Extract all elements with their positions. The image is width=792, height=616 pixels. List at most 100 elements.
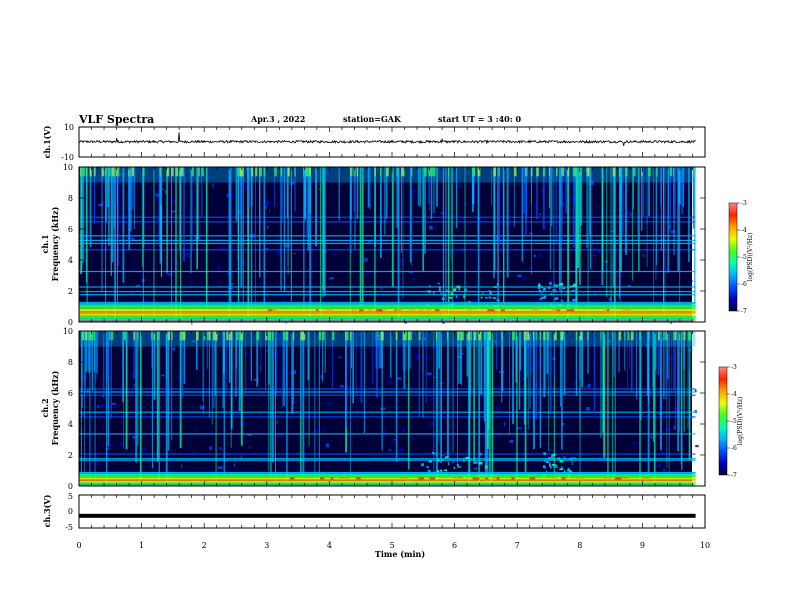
ch1-spec-sferic-cap [448,167,450,177]
ch1-spec-sferic-cap [159,167,162,177]
ch2-spec-noise-cell [191,450,195,453]
ch2-colorbar-tick-label: -7 [731,472,737,479]
ch2-spec-sferic-cap [85,331,88,341]
ch2-spec-noise-cell [594,383,599,385]
ch2-spec-sferic-streak [519,331,522,371]
ch1-spec-burst-cell [550,293,553,296]
ch2-spec-sferic-streak [156,331,159,462]
ch1-spec-sferic-cap [513,167,517,177]
ch2-spec-sferic-cap [679,331,681,341]
ch1-spec-noise-cell [244,185,250,190]
ch1-spec-sferic-cap [561,167,565,177]
ch1-spec-band-hotspot [383,309,387,312]
ch1-spectrogram-panel: 0 2 4 6 8 10 ch.1 Frequency (kHz) [40,163,706,327]
ch2-spec-noise-cell [462,455,467,456]
ch2-spec-sferic-streak [283,331,285,406]
ch2-spec-band-hotspot [485,477,489,480]
ch2-spec-band-hotspot [483,477,487,480]
ch1-spec-sferic-streak [134,167,135,230]
ch2-spec-band-hotspot [529,477,536,480]
ch2-spec-burst-cell [573,457,576,460]
ch1-spec-noise-cell [455,296,459,300]
ch1-spec-sferic-streak [450,167,452,243]
ch2-spec-noise-cell [456,376,458,380]
ch2-spec-noise-cell [388,380,392,384]
ch2-spec-sferic-cap [408,331,411,341]
ch2-spec-sferic-streak [683,331,684,402]
ch1-spec-band-hotspot [500,309,505,312]
ch2-spec-sferic-cap [167,331,171,341]
ch2-spec-sferic-cap [206,331,210,341]
ch1-spec-noise-cell [104,246,109,250]
ch2-spec-burst-cell [431,452,435,454]
ch1-spec-noise-cell [119,178,122,182]
ch2-spec-sferic-streak [646,331,649,396]
ch2-spec-noise-cell [127,391,130,396]
ch1-spec-burst-cell [560,299,563,302]
ch1-spec-sferic-streak [235,167,238,221]
ch1-spec-noise-cell [185,252,190,257]
ch1-spec-burst-cell [429,290,431,293]
ch2-spec-noise-cell [657,464,662,468]
ch2-spec-sferic-streak [378,331,381,369]
ch1-spec-burst-cell [485,296,488,299]
ch2-spec-band-hotspot [604,477,611,480]
ch2-spec-burst-cell [453,466,456,469]
ch1-spec-sferic-streak [114,167,116,318]
ch2-spec-sferic-streak [350,331,352,369]
ch2-spec-sferic-cap [600,331,602,341]
ch1-spec-sferic-streak [688,167,690,262]
ch1-spec-noise-cell [584,175,587,178]
ch2-spec-noise-cell [506,376,509,380]
ch1-spec-sferic-streak [361,167,364,306]
ch2-spec-sferic-streak [468,331,469,476]
ch1-spec-sferic-streak [669,167,671,233]
ch2-spec-sferic-streak [245,331,247,395]
ch1-spec-burst-cell [448,297,453,299]
ch1-spec-sferic-cap [259,167,261,177]
ch2-spec-sferic-cap [561,331,564,341]
ch2-spec-sferic-cap [683,331,686,341]
ch1-spec-sferic-cap [105,167,107,177]
ch1-spec-sferic-cap [117,167,120,177]
ch1-spec-noise-cell [190,281,194,284]
ch2-spec-noise-cell [174,333,177,338]
ch1-spec-sferic-streak [586,167,588,248]
ch1-spec-sferic-streak [108,167,110,246]
ch2-spec-sferic-cap [265,331,268,341]
ch2-spec-sferic-streak [293,331,294,405]
ch1-spec-burst-cell [540,291,543,293]
ch2-spec-sferic-streak [473,331,475,453]
ch1-spec-burst-cell [544,288,546,290]
ch1-spec-band-hotspot [396,309,403,312]
ch1-spec-sferic-streak [493,167,495,277]
ch2-spec-noise-cell [393,439,397,441]
ch2-spec-burst-cell [436,470,440,473]
ch1-spec-sferic-cap [303,167,305,177]
ch2-spec-top-haze [79,331,696,347]
ch2-spec-band-hotspot [320,477,325,480]
ch1-spec-sferic-cap [548,167,551,177]
ch2-spec-noise-cell [82,356,86,360]
ch1-spec-sferic-cap [542,167,546,177]
ch2-spec-sferic-streak [286,331,288,482]
ch1-spec-sferic-streak [105,167,107,318]
ch2-spec-sferic-streak [440,331,442,464]
ch2-spec-noise-cell [430,397,434,401]
ch1-spec-narrowband-line [79,286,696,288]
ch1-spec-burst-cell [543,295,547,299]
ch2-spec-noise-cell [264,399,269,401]
ch2-spec-sferic-streak [526,331,529,378]
ch2-spec-sferic-cap [687,331,689,341]
ch2-spec-noise-cell [253,378,259,381]
ch2-spec-noise-cell [181,464,183,468]
ch1-spec-sferic-cap [350,167,352,177]
ch1-spec-sferic-streak [89,167,92,247]
ch2-spec-lowfreq-band [79,475,696,478]
ch1-spec-sferic-streak [259,167,261,216]
ch3-ticks [78,495,706,528]
ch2-spec-noise-cell [199,405,205,410]
ch1-spec-noise-cell [678,292,683,295]
ch2-spec-noise-cell [684,442,686,446]
ch1-spec-burst-cell [538,287,541,289]
